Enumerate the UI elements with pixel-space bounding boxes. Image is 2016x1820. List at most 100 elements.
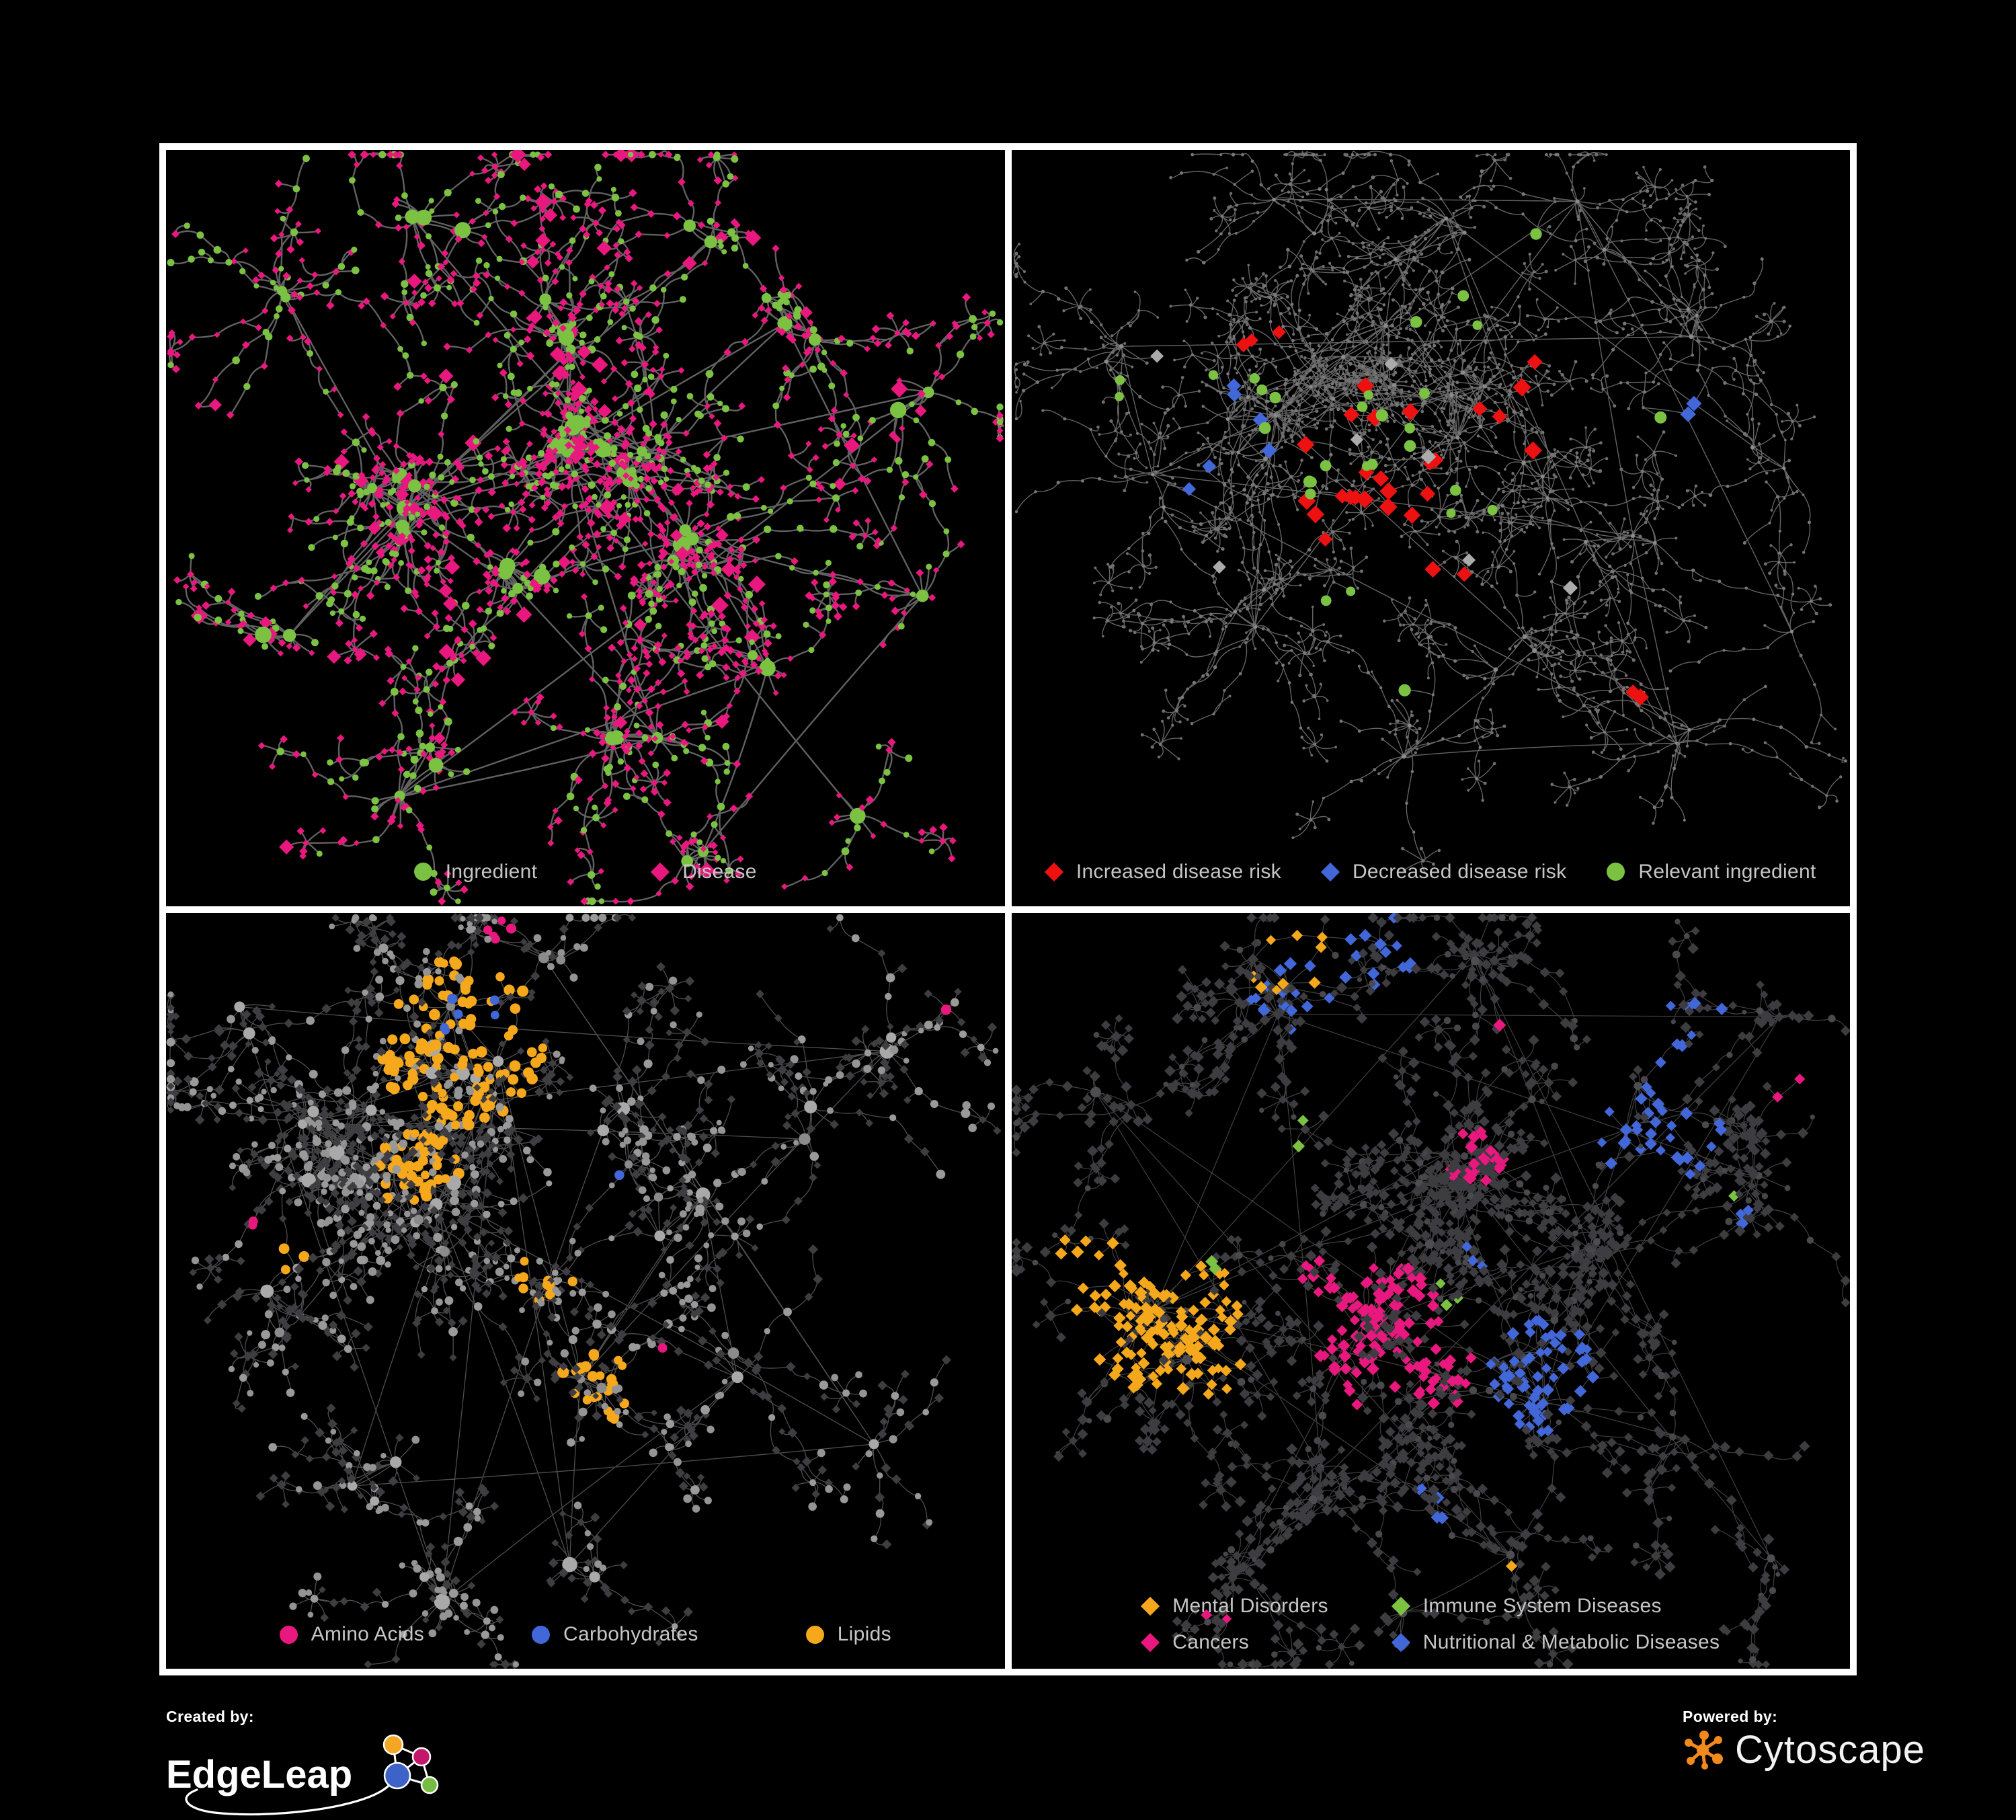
node-circle [1104,359,1108,364]
node-circle [1029,303,1032,306]
node-diamond [785,332,795,342]
node-diamond [519,506,527,514]
node-circle [1267,578,1271,582]
node-diamond [561,503,568,510]
node-circle [996,419,1004,426]
node-diamond [622,619,629,627]
node-circle [1648,262,1652,266]
node-circle [1126,321,1130,325]
node-circle [1650,588,1655,592]
node-diamond [624,727,631,735]
node-circle [1318,364,1322,367]
node-circle [1170,723,1174,727]
node-circle [1236,463,1240,467]
node-circle [1698,578,1702,582]
node-circle [1367,428,1371,432]
node-circle [1389,699,1394,703]
node-circle [1301,699,1305,703]
node-diamond [529,581,536,588]
node-circle [1557,319,1560,323]
panel-disease-risk: Increased disease risk Decreased disease … [1011,150,1850,906]
node-circle [1695,339,1699,343]
node-circle [1521,212,1525,216]
node-diamond [653,299,661,308]
node-circle [450,381,458,389]
node-circle [1407,723,1412,727]
node-circle [1801,493,1804,497]
node-circle [683,219,696,232]
node-circle [1491,682,1495,686]
node-circle [1428,301,1433,305]
node-diamond [603,704,610,711]
node-circle [1583,539,1588,544]
node-diamond [610,418,619,427]
node-circle [1450,436,1453,439]
node-circle [654,434,662,442]
node-diamond [640,462,647,469]
node-circle [1500,394,1504,397]
node-circle [1525,407,1529,411]
node-diamond [397,1243,404,1251]
node-circle [1541,516,1544,520]
node-circle [1393,463,1397,467]
node-diamond [534,461,541,468]
node-circle [1367,284,1370,287]
node-circle [1602,748,1605,752]
node-circle [1671,754,1675,758]
node-circle [601,416,609,424]
node-circle [1418,180,1422,185]
node-circle [1778,529,1781,532]
node-circle [1584,445,1588,449]
node-circle [1374,380,1378,384]
node-circle [1557,651,1561,656]
node-circle [1408,248,1412,252]
node-diamond [474,518,483,527]
node-diamond [731,174,739,182]
node-circle [421,1170,430,1179]
node-circle [1605,641,1609,645]
node-diamond [518,420,526,427]
node-circle [1242,407,1246,411]
node-circle [1341,367,1344,370]
node-circle [1608,521,1611,525]
node-circle [1299,471,1303,475]
node-circle [1704,743,1707,746]
node-circle [1128,324,1132,328]
node-diamond [347,555,356,563]
node-circle [1095,366,1098,369]
node-circle [1492,158,1496,162]
node-circle [1490,409,1492,412]
node-diamond [551,277,559,286]
node-circle [1640,469,1644,473]
node-circle [1299,254,1303,258]
node-circle [1215,313,1219,315]
node-circle [1426,352,1429,355]
node-circle [1141,564,1145,568]
node-circle [1741,748,1744,751]
node-diamond [565,259,573,266]
node-circle [1377,497,1380,500]
node-circle [1212,173,1215,176]
node-circle [1672,766,1676,770]
node-circle [1631,313,1635,317]
node-circle [714,151,721,158]
node-circle [1125,552,1129,555]
node-diamond [552,807,559,814]
node-circle [1798,424,1802,428]
node-circle [1471,414,1476,418]
node-diamond [614,251,622,259]
node-diamond [413,592,420,600]
node-diamond [865,795,875,804]
node-circle [1344,219,1348,223]
node-circle [1552,463,1556,467]
node-circle [598,604,604,611]
node-circle [1496,565,1500,569]
node-circle [429,471,436,479]
node-circle [1252,530,1256,535]
node-circle [1488,708,1492,711]
node-diamond [544,259,552,267]
node-circle [1364,340,1368,344]
node-circle [1415,747,1418,750]
node-circle [1168,305,1172,308]
node-circle [1644,520,1648,524]
